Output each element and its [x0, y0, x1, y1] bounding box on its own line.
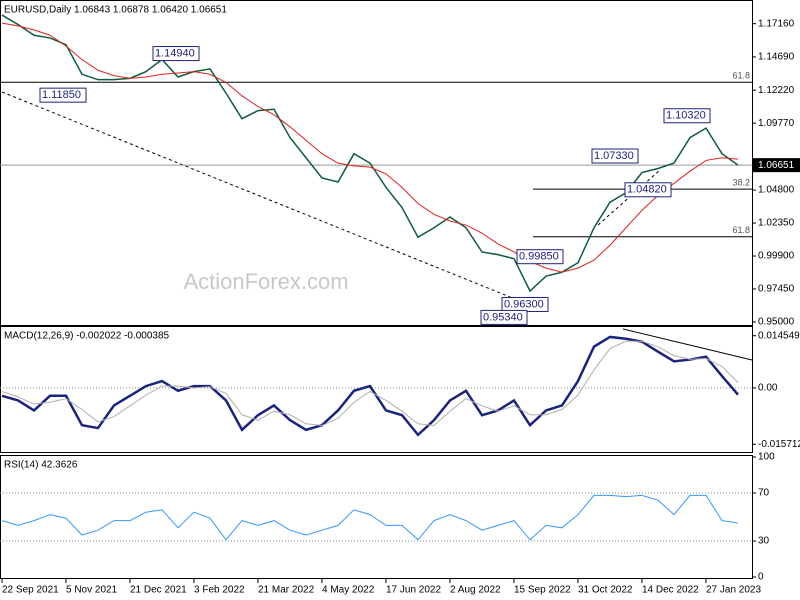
trend-line [1, 91, 526, 304]
y-tick-label: 0.97450 [758, 284, 795, 295]
y-tick-label: 70 [758, 488, 770, 499]
annotation-label: 1.14940 [155, 47, 195, 59]
y-tick-label: 1.09770 [758, 118, 795, 129]
x-tick-label: 2 Aug 2022 [450, 585, 501, 596]
y-tick-label: 1.12220 [758, 85, 795, 96]
annotation-box [152, 46, 200, 62]
y-tick-label: -0.015712 [758, 439, 800, 450]
annotation-label: 0.95340 [483, 311, 523, 323]
x-tick-label: 27 Jan 2023 [706, 585, 761, 596]
x-tick-label: 3 Feb 2022 [194, 585, 245, 596]
x-tick-label: 5 Nov 2021 [66, 585, 118, 596]
x-tick-label: 22 Sep 2021 [2, 585, 59, 596]
y-tick-label: 0.014549 [758, 330, 800, 341]
series-line [1, 22, 739, 273]
annotation-label: 0.99850 [519, 251, 559, 263]
macd-panel [0, 326, 753, 453]
y-tick-label: 1.17160 [758, 18, 795, 29]
series-line [1, 335, 739, 437]
trend-line [597, 169, 661, 226]
y-tick-label: 30 [758, 536, 770, 547]
x-tick-label: 21 Mar 2022 [258, 585, 315, 596]
series-line [1, 494, 739, 541]
x-tick-label: 15 Sep 2022 [514, 585, 571, 596]
series-line [1, 14, 739, 293]
y-tick-label: 1.02350 [758, 218, 795, 229]
annotation-box [480, 309, 528, 325]
y-tick-label: 100 [758, 452, 775, 463]
level-label: 38.2 [732, 177, 750, 187]
annotation-box [624, 182, 672, 198]
rsi-panel [0, 455, 753, 579]
y-tick-label: 0.95000 [758, 317, 795, 328]
level-label: 61.8 [732, 225, 750, 235]
y-tick-label: 1.14690 [758, 52, 795, 63]
y-tick-label: 0.99900 [758, 251, 795, 262]
annotation-label: 1.07330 [594, 150, 634, 162]
y-tick-label: 0 [758, 572, 764, 583]
x-tick-label: 21 Dec 2021 [130, 585, 187, 596]
annotation-label: 1.11850 [42, 89, 81, 101]
annotation-box [663, 108, 711, 124]
annotation-box [591, 148, 639, 164]
series-line [1, 340, 739, 427]
annotation-label: 0.96300 [504, 298, 544, 310]
last-price-box [752, 158, 800, 173]
x-tick-label: 14 Dec 2022 [642, 585, 699, 596]
level-label: 61.8 [732, 71, 750, 81]
x-tick-label: 17 Jun 2022 [386, 585, 441, 596]
panel-title: EURUSD,Daily 1.06843 1.06878 1.06420 1.0… [4, 5, 227, 16]
macd-trend-line [622, 328, 753, 361]
x-tick-label: 31 Oct 2022 [578, 585, 633, 596]
watermark: ActionForex.com [183, 269, 348, 294]
annotation-box [516, 249, 564, 265]
y-tick-label: 0.00 [758, 383, 778, 394]
annotation-label: 1.10320 [666, 110, 706, 122]
y-tick-label: 1.04800 [758, 185, 795, 196]
panel-title: RSI(14) 42.3626 [4, 460, 78, 471]
annotation-label: 1.04820 [627, 184, 667, 196]
panel-title: MACD(12,26,9) -0.002022 -0.000385 [4, 331, 170, 342]
x-tick-label: 4 May 2022 [322, 585, 375, 596]
annotation-box [39, 87, 87, 103]
last-price-label: 1.06651 [758, 160, 795, 171]
